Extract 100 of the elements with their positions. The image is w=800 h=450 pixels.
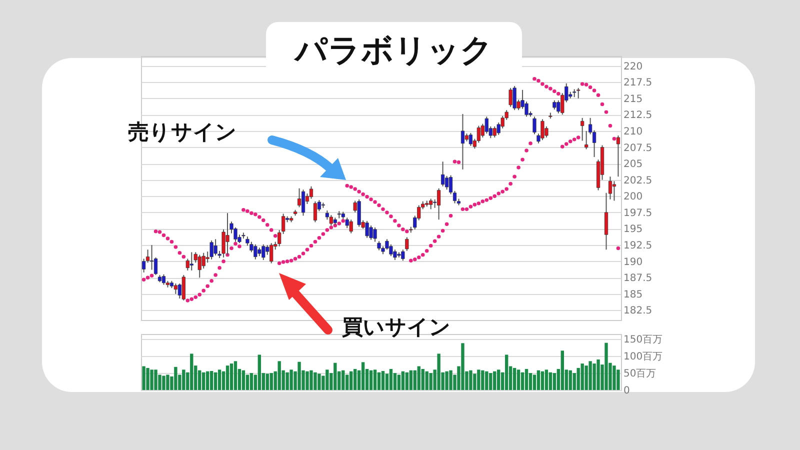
- bar: [540, 371, 544, 390]
- candlestick: [309, 186, 314, 200]
- bar: [532, 374, 536, 390]
- candlestick: [468, 132, 472, 146]
- candlestick: [150, 244, 154, 270]
- bar: [389, 368, 393, 390]
- candlestick: [214, 238, 218, 256]
- bar: [469, 370, 472, 390]
- bar: [548, 372, 552, 390]
- bar: [449, 370, 452, 390]
- candlestick: [460, 114, 465, 170]
- bar: [154, 370, 158, 390]
- bar: [270, 373, 273, 390]
- bar: [310, 370, 313, 390]
- bar: [588, 361, 592, 390]
- annotation: 買いサイン: [342, 314, 451, 341]
- candlestick: [552, 100, 556, 110]
- candlestick: [484, 116, 488, 134]
- bar: [206, 371, 210, 390]
- bar: [473, 374, 476, 390]
- bar: [182, 370, 186, 390]
- bar: [142, 366, 146, 390]
- bar: [481, 370, 484, 390]
- candlestick: [604, 192, 608, 250]
- bar: [512, 368, 516, 390]
- candlestick: [337, 210, 341, 219]
- bar: [373, 370, 377, 390]
- candlestick: [198, 254, 202, 278]
- y-tick-label: 197.5: [624, 208, 652, 219]
- bar: [580, 364, 584, 390]
- candlestick: [401, 249, 405, 262]
- y-tick-label: 50百万: [624, 368, 656, 380]
- candlestick: [365, 220, 369, 238]
- candlestick: [540, 118, 544, 141]
- candlestick: [262, 244, 266, 261]
- bar: [568, 370, 572, 390]
- bar: [445, 371, 448, 390]
- bar: [278, 361, 281, 390]
- bar: [604, 342, 608, 390]
- candlestick: [608, 176, 612, 200]
- y-tick-label: 195: [624, 224, 643, 236]
- bar: [246, 374, 250, 390]
- candlestick: [142, 258, 146, 273]
- bar: [437, 354, 440, 390]
- candlestick: [357, 198, 361, 228]
- bar: [361, 362, 365, 390]
- candlestick: [441, 161, 445, 187]
- y-tick-label: 217.5: [624, 78, 652, 89]
- candlestick: [182, 274, 186, 301]
- bar: [401, 371, 405, 390]
- bar: [290, 370, 293, 390]
- candlestick: [616, 135, 620, 178]
- candlestick: [580, 117, 584, 142]
- bar: [214, 372, 218, 390]
- bar: [397, 374, 401, 390]
- bar: [190, 354, 194, 390]
- candlestick: [373, 226, 377, 242]
- y-tick-label: 215: [624, 94, 643, 105]
- bar: [226, 366, 230, 390]
- bar: [461, 343, 464, 390]
- bar: [250, 373, 254, 390]
- y-tick-label: 190: [624, 256, 643, 268]
- candlestick: [512, 85, 516, 111]
- y-tick-label: 205: [624, 159, 643, 170]
- bar: [202, 372, 206, 390]
- bar: [377, 372, 381, 390]
- bar: [230, 364, 234, 390]
- candlestick: [429, 198, 433, 210]
- candlestick: [226, 212, 230, 256]
- candlestick: [301, 189, 306, 216]
- bar: [425, 371, 428, 390]
- bar: [369, 370, 373, 390]
- bar: [318, 374, 321, 390]
- bar: [616, 370, 620, 390]
- bar: [334, 362, 337, 390]
- candlestick: [377, 240, 381, 251]
- bar: [342, 370, 345, 390]
- bar: [286, 372, 289, 390]
- bar: [234, 361, 238, 390]
- bar: [298, 362, 301, 390]
- y-tick-label: 220: [624, 61, 643, 72]
- bar: [266, 374, 269, 390]
- bar: [485, 371, 488, 390]
- bar: [405, 372, 409, 390]
- bar: [409, 370, 412, 390]
- bar: [146, 368, 150, 390]
- bar: [536, 370, 540, 390]
- bar: [326, 370, 329, 390]
- bar: [421, 368, 424, 390]
- candlestick: [369, 224, 373, 240]
- candlestick: [349, 219, 353, 234]
- bar: [544, 370, 548, 390]
- y-tick-label: 212.5: [624, 110, 652, 122]
- bar: [520, 372, 524, 390]
- candlestick: [437, 188, 441, 220]
- y-tick-label: 187.5: [624, 273, 652, 284]
- bar: [504, 354, 508, 390]
- bar: [162, 376, 166, 390]
- bar: [210, 370, 214, 390]
- y-tick-label: 202.5: [624, 175, 652, 186]
